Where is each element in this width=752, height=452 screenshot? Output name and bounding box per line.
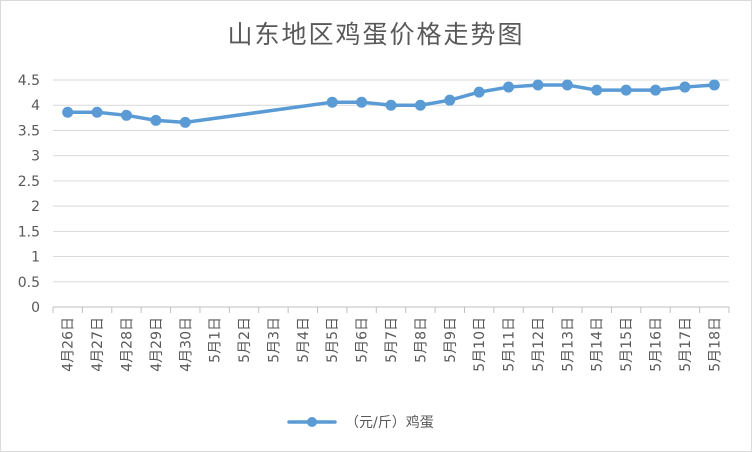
y-tick-label: 1.5 (18, 224, 40, 240)
x-tick-label: 5月8日 (413, 317, 429, 363)
y-axis-ticks: 4.5 4 3.5 3 2.5 2 1.5 1 0.5 0 (18, 73, 40, 316)
data-point (708, 79, 720, 91)
legend-marker (307, 417, 317, 427)
x-tick-label: 5月16日 (649, 317, 665, 372)
x-tick-label: 5月7日 (384, 317, 400, 363)
x-tick-label: 4月29日 (149, 317, 165, 372)
data-point (62, 106, 74, 118)
x-axis-ticks: 4月26日 4月27日 4月28日 4月29日 4月30日 5月1日 5月2日 5月3日 5月4… (52, 307, 730, 372)
data-point (473, 86, 485, 98)
data-point (620, 84, 632, 96)
x-tick-label: 5月10日 (472, 317, 488, 372)
y-tick-label: 0.5 (18, 275, 40, 291)
y-tick-label: 3 (31, 149, 40, 165)
data-point (561, 79, 573, 91)
x-tick-label: 5月2日 (237, 317, 253, 363)
x-tick-label: 5月18日 (707, 317, 723, 372)
y-tick-label: 0 (31, 300, 40, 316)
x-tick-label: 5月11日 (502, 317, 518, 372)
data-point (179, 116, 191, 128)
gridlines (53, 79, 729, 308)
y-tick-label: 2 (31, 199, 40, 215)
data-point (444, 94, 456, 106)
x-tick-label: 5月9日 (443, 317, 459, 363)
x-tick-label: 4月28日 (119, 317, 135, 372)
data-point (679, 81, 691, 93)
x-tick-label: 5月3日 (266, 317, 282, 363)
data-point (650, 84, 662, 96)
y-tick-label: 1 (31, 250, 40, 266)
data-point (326, 96, 338, 108)
data-point (503, 81, 515, 93)
y-tick-label: 3.5 (18, 123, 40, 139)
data-point (356, 96, 368, 108)
x-tick-label: 5月13日 (560, 317, 576, 372)
x-tick-label: 5月1日 (208, 317, 224, 363)
x-tick-label: 5月15日 (619, 317, 635, 372)
y-tick-label: 2.5 (18, 174, 40, 190)
x-tick-label: 4月30日 (178, 317, 194, 372)
x-tick-label: 5月5日 (325, 317, 341, 363)
x-tick-label: 4月27日 (90, 317, 106, 372)
data-point (414, 99, 426, 111)
x-tick-label: 5月17日 (678, 317, 694, 372)
y-tick-label: 4.5 (18, 73, 40, 89)
legend-label: （元/斤）鸡蛋 (345, 414, 434, 431)
x-tick-label: 5月4日 (296, 317, 312, 363)
series-layer (62, 79, 720, 128)
x-tick-label: 5月14日 (590, 317, 606, 372)
data-point (91, 106, 103, 118)
x-tick-label: 5月6日 (355, 317, 371, 363)
data-point (150, 114, 162, 126)
data-point (591, 84, 603, 96)
data-point (532, 79, 544, 91)
x-tick-label: 5月12日 (531, 317, 547, 372)
data-point (385, 99, 397, 111)
data-point (120, 109, 132, 121)
chart-title: 山东地区鸡蛋价格走势图 (227, 20, 525, 49)
y-tick-label: 4 (31, 98, 40, 114)
legend: （元/斤）鸡蛋 (287, 414, 434, 431)
x-tick-label: 4月26日 (61, 317, 77, 372)
